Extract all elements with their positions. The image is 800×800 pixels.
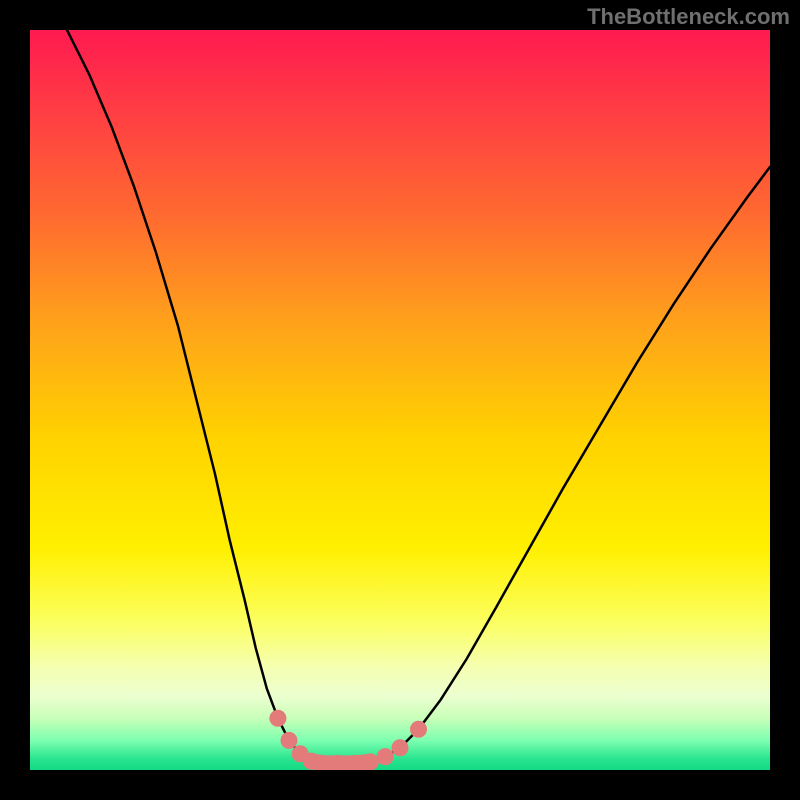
curve-marker xyxy=(348,755,364,771)
curve-marker xyxy=(377,749,393,765)
curve-marker xyxy=(362,754,378,770)
bottleneck-curve xyxy=(67,30,770,763)
curve-marker xyxy=(281,732,297,748)
bottleneck-curve-plot xyxy=(0,0,800,800)
curve-marker xyxy=(314,755,330,771)
curve-marker xyxy=(392,740,408,756)
curve-marker xyxy=(270,710,286,726)
watermark-text: TheBottleneck.com xyxy=(587,4,790,30)
curve-marker xyxy=(329,755,345,771)
curve-marker xyxy=(411,721,427,737)
chart-container: TheBottleneck.com xyxy=(0,0,800,800)
